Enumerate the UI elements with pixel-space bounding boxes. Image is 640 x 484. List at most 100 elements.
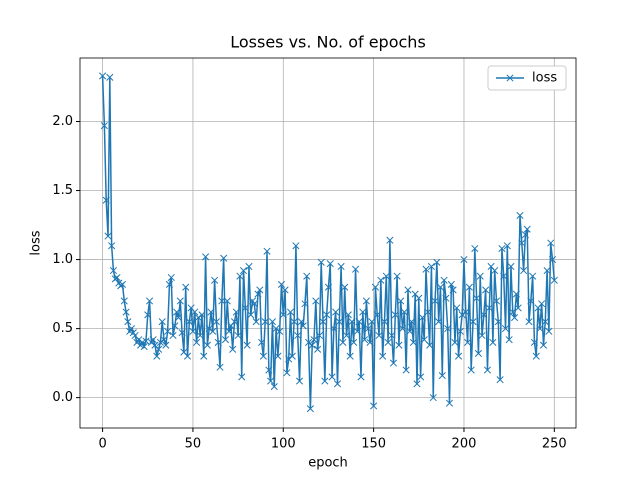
marker: [294, 331, 302, 340]
marker: [169, 331, 177, 340]
marker: [279, 311, 287, 319]
marker: [156, 338, 164, 346]
marker: [375, 331, 383, 340]
marker: [185, 318, 193, 326]
marker: [355, 318, 363, 326]
marker: [252, 318, 260, 326]
marker: [458, 311, 466, 319]
marker: [292, 242, 300, 250]
y-tick-label: 0.0: [52, 390, 73, 405]
marker: [265, 366, 273, 374]
marker: [545, 327, 553, 335]
marker: [232, 308, 240, 316]
marker: [288, 352, 296, 360]
marker: [178, 329, 186, 337]
marker: [527, 297, 535, 305]
marker: [433, 258, 441, 266]
marker: [500, 272, 508, 280]
marker: [124, 318, 132, 326]
marker: [489, 338, 497, 346]
marker: [377, 276, 385, 284]
marker: [268, 318, 276, 326]
marker: [281, 286, 289, 294]
marker: [317, 258, 325, 266]
marker: [216, 363, 224, 371]
marker: [536, 325, 544, 333]
marker: [218, 297, 226, 305]
marker: [254, 290, 262, 298]
marker: [389, 359, 398, 367]
marker: [420, 336, 428, 344]
marker: [144, 311, 152, 319]
marker: [245, 262, 253, 271]
marker: [256, 286, 264, 294]
marker: [285, 355, 293, 363]
marker: [167, 273, 175, 282]
marker: [366, 338, 374, 346]
marker: [426, 341, 434, 349]
marker: [442, 294, 450, 302]
marker: [209, 327, 217, 335]
marker: [357, 373, 365, 381]
marker: [447, 280, 455, 288]
marker: [261, 318, 269, 326]
marker: [267, 377, 275, 385]
marker: [525, 318, 533, 326]
marker: [384, 338, 392, 346]
marker: [326, 260, 334, 268]
marker: [173, 308, 181, 316]
marker: [194, 313, 202, 322]
marker: [438, 371, 446, 380]
marker: [509, 308, 517, 316]
marker: [303, 272, 311, 280]
marker: [465, 283, 473, 291]
marker: [308, 341, 316, 349]
marker: [138, 338, 146, 346]
marker: [109, 267, 117, 275]
marker: [460, 256, 468, 264]
axes-frame: [79, 57, 577, 429]
marker: [362, 297, 370, 305]
marker: [283, 369, 291, 377]
marker: [520, 267, 528, 275]
marker: [413, 380, 421, 388]
marker: [538, 300, 546, 308]
marker: [547, 239, 555, 247]
marker: [480, 311, 488, 319]
x-tick-label: 150: [361, 437, 386, 452]
marker: [471, 244, 479, 253]
marker: [503, 242, 511, 250]
marker: [332, 308, 340, 316]
marker: [165, 280, 173, 288]
marker: [127, 325, 136, 333]
marker: [429, 394, 437, 402]
marker: [453, 304, 461, 312]
marker: [106, 73, 114, 81]
marker: [122, 308, 130, 316]
marker: [353, 327, 361, 335]
marker: [431, 297, 439, 305]
marker: [118, 280, 127, 288]
marker: [404, 286, 412, 294]
y-tick-label: 0.5: [52, 321, 73, 336]
marker: [382, 272, 390, 280]
marker: [550, 276, 558, 284]
marker: [234, 331, 242, 340]
marker: [211, 276, 219, 284]
x-tick-label: 100: [271, 437, 296, 452]
marker: [229, 345, 237, 353]
marker: [301, 300, 309, 308]
marker: [469, 318, 477, 326]
marker: [476, 272, 484, 280]
marker: [108, 242, 116, 250]
marker: [221, 336, 230, 344]
marker: [359, 308, 367, 316]
marker: [295, 377, 304, 385]
marker: [277, 280, 286, 288]
marker: [104, 232, 112, 240]
marker: [99, 72, 107, 80]
marker: [214, 338, 222, 346]
marker: [297, 318, 305, 326]
marker: [408, 318, 416, 326]
marker: [333, 380, 342, 388]
